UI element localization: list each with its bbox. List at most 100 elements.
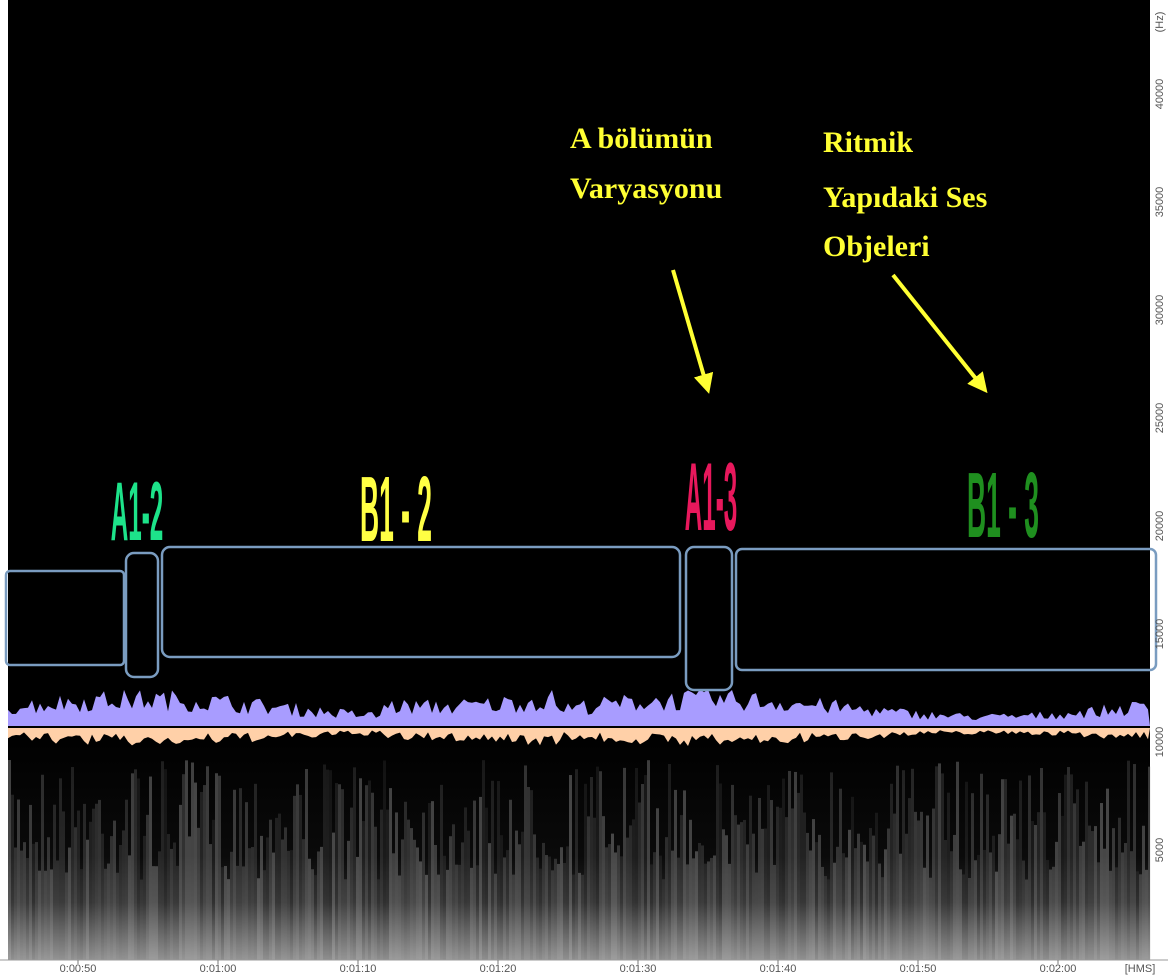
spectrum-column <box>1016 839 1019 960</box>
spectrum-column <box>50 869 53 960</box>
spectrum-column <box>266 837 269 960</box>
spectrum-column <box>29 804 32 960</box>
segment-label: B1 - 3 <box>967 454 1039 557</box>
spectrum-column <box>398 875 401 960</box>
spectrum-column <box>17 799 20 960</box>
spectrum-column <box>113 820 116 960</box>
spectrum-column <box>1040 768 1043 960</box>
spectrum-column <box>944 839 947 960</box>
spectrum-column <box>464 807 467 960</box>
spectrum-column <box>503 857 506 960</box>
spectrum-column <box>527 786 530 960</box>
spectrum-noise <box>8 730 1150 960</box>
spectrum-column <box>500 835 503 960</box>
spectrum-column <box>476 865 479 960</box>
spectrum-column <box>152 866 155 960</box>
spectrum-column <box>521 831 524 960</box>
spectrum-column <box>872 835 875 960</box>
spectrum-column <box>842 853 845 960</box>
spectrum-column <box>35 842 38 960</box>
time-tick-label: 0:00:50 <box>60 963 97 975</box>
spectrum-column <box>425 874 428 960</box>
spectrum-column <box>791 808 794 960</box>
spectrum-column <box>1028 775 1031 960</box>
spectrum-column <box>422 812 425 960</box>
spectrum-column <box>1025 879 1028 960</box>
spectrum-column <box>389 788 392 960</box>
spectrum-column <box>779 807 782 960</box>
annotation-line: Yapıdaki Ses <box>823 181 987 214</box>
spectrum-column <box>836 846 839 960</box>
spectrum-column <box>782 778 785 960</box>
spectrum-column <box>935 766 938 960</box>
spectrum-column <box>437 874 440 960</box>
spectrum-column <box>785 817 788 960</box>
spectrum-column <box>257 878 260 960</box>
axes: 5000 10000 15000 20000 25000 30000 35000 40000 0… <box>60 79 1166 975</box>
time-tick-label: 0:01:30 <box>620 963 657 975</box>
frequency-tick-label: 20000 <box>1154 511 1166 542</box>
spectrum-column <box>833 862 836 960</box>
spectrum-column <box>269 819 272 960</box>
spectrum-column <box>1064 774 1067 960</box>
spectrum-column <box>227 879 230 960</box>
spectrum-column <box>611 833 614 960</box>
spectrum-column <box>404 801 407 960</box>
spectrum-column <box>1118 817 1121 960</box>
spectrum-column <box>1001 779 1004 960</box>
spectrum-column <box>488 843 491 960</box>
spectrum-column <box>449 836 452 960</box>
spectrum-column <box>644 775 647 960</box>
spectrum-column <box>596 766 599 960</box>
spectrum-column <box>740 822 743 960</box>
spectrum-column <box>353 767 356 960</box>
spectrum-column <box>947 792 950 960</box>
spectrum-column <box>584 783 587 960</box>
spectrum-column <box>335 783 338 960</box>
spectrum-column <box>47 837 50 960</box>
spectrum-column <box>881 877 884 960</box>
spectrum-column <box>347 840 350 960</box>
spectrum-column <box>905 833 908 960</box>
spectrum-column <box>383 760 386 960</box>
spectrum-column <box>680 815 683 960</box>
spectrum-column <box>293 795 296 960</box>
spectrum-column <box>692 858 695 960</box>
waveform-upper <box>8 689 1150 726</box>
spectrum-column <box>581 874 584 960</box>
spectrum-column <box>98 799 101 960</box>
spectrum-column <box>212 819 215 960</box>
spectrum-column <box>23 842 26 960</box>
spectrum-column <box>848 829 851 960</box>
spectrum-column <box>689 819 692 960</box>
spectrum-column <box>410 828 413 960</box>
spectrum-column <box>506 850 509 960</box>
spectrum-column <box>1088 825 1091 960</box>
arrow <box>891 273 988 394</box>
spectrum-column <box>983 849 986 960</box>
spectrum-column <box>551 870 554 960</box>
spectrum-column <box>767 785 770 960</box>
spectrum-column <box>725 835 728 960</box>
spectrum-column <box>824 876 827 960</box>
spectrum-column <box>1103 848 1106 960</box>
spectrum-column <box>1049 869 1052 960</box>
spectrum-column <box>854 848 857 960</box>
spectrum-column <box>167 834 170 960</box>
spectrum-columns <box>8 760 1151 960</box>
spectrum-column <box>428 802 431 960</box>
spectrum-column <box>917 820 920 960</box>
spectrum-column <box>77 810 80 960</box>
spectrum-column <box>1121 852 1124 960</box>
spectrum-column <box>1124 843 1127 960</box>
spectrum-column <box>821 866 824 960</box>
spectrum-column <box>968 877 971 960</box>
spectrum-column <box>743 819 746 960</box>
spectrum-column <box>515 830 518 960</box>
segment-label: A1-3 <box>685 442 737 550</box>
spectrum-column <box>770 800 773 960</box>
spectrum-column <box>518 844 521 960</box>
spectrum-column <box>1067 767 1070 960</box>
spectrum-column <box>146 814 149 960</box>
